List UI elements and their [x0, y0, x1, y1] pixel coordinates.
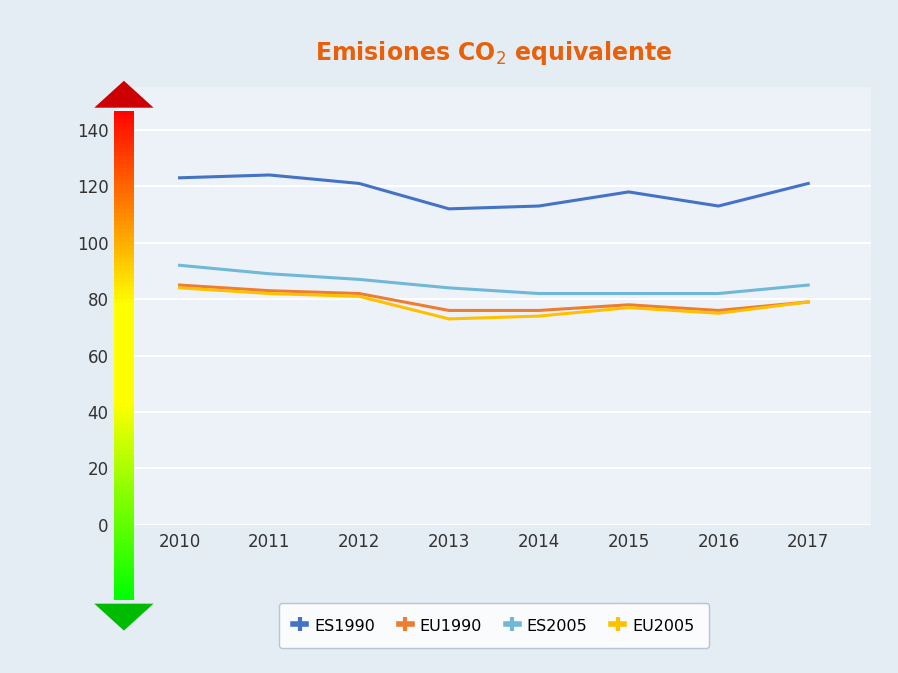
Title: Emisiones CO$_2$ equivalente: Emisiones CO$_2$ equivalente: [315, 39, 673, 67]
Legend: ES1990, EU1990, ES2005, EU2005: ES1990, EU1990, ES2005, EU2005: [279, 603, 709, 648]
